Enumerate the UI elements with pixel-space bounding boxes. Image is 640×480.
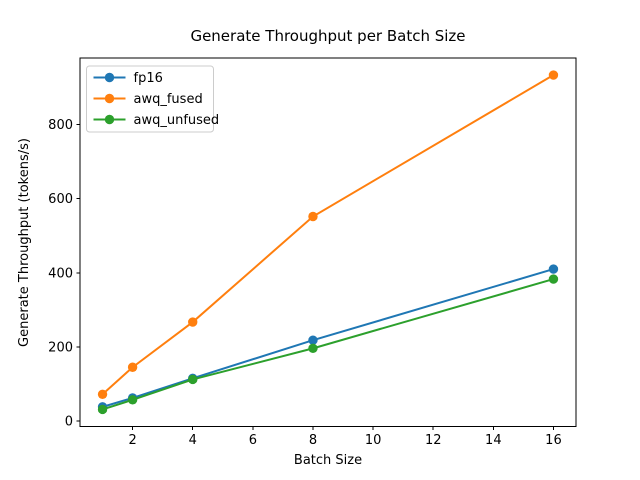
legend-swatch-marker-awq_unfused: [104, 114, 115, 125]
data-point-awq_unfused: [97, 404, 108, 415]
y-axis-label: Generate Throughput (tokens/s): [17, 138, 32, 347]
x-tick-label: 2: [128, 433, 136, 448]
y-tick-label: 800: [48, 118, 73, 133]
data-point-fp16: [548, 264, 559, 274]
x-tick-label: 4: [189, 433, 197, 448]
data-point-awq_fused: [188, 317, 198, 327]
data-point-awq_fused: [548, 70, 559, 80]
data-point-awq_fused: [97, 389, 108, 399]
y-tick-label: 400: [48, 266, 73, 281]
data-point-awq_unfused: [308, 343, 318, 354]
data-point-awq_fused: [127, 362, 138, 372]
y-tick-label: 0: [65, 414, 73, 429]
x-axis-label: Batch Size: [294, 453, 362, 468]
legend-swatch-marker-fp16: [104, 72, 115, 83]
x-tick-label: 12: [425, 433, 442, 448]
legend-swatch-marker-awq_fused: [104, 93, 115, 104]
x-tick-label: 16: [545, 433, 562, 448]
x-tick-label: 10: [365, 433, 382, 448]
axes-frame: [79, 57, 577, 427]
legend-label-awq_unfused: awq_unfused: [134, 113, 220, 128]
x-tick-label: 14: [485, 433, 502, 448]
data-point-awq_unfused: [548, 274, 559, 284]
legend: fp16 awq_fused awq_unfused: [86, 65, 220, 133]
legend-label-awq_fused: awq_fused: [134, 92, 203, 107]
chart-title: Generate Throughput per Batch Size: [190, 27, 465, 45]
tick-layer: 2 4 6 8 10 12 14 16 0 200 400 600 800: [48, 118, 562, 448]
x-tick-label: 8: [309, 433, 317, 448]
data-point-awq_unfused: [188, 374, 198, 385]
data-point-awq_fused: [308, 211, 318, 222]
y-tick-label: 600: [48, 192, 73, 207]
series-layer: [97, 70, 559, 415]
legend-label-fp16: fp16: [134, 71, 163, 86]
data-point-fp16: [308, 335, 318, 345]
data-point-awq_unfused: [127, 395, 138, 405]
x-tick-label: 6: [249, 433, 257, 448]
legend-box: [86, 65, 214, 133]
y-tick-label: 200: [48, 340, 73, 355]
